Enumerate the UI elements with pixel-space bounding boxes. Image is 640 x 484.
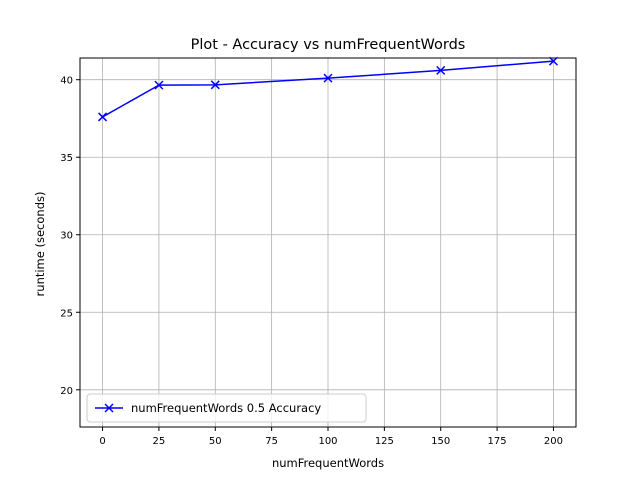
x-tick-label-8: 200 — [544, 436, 563, 447]
data-point-stroke-b — [98, 112, 108, 122]
data-point-0-2 — [210, 80, 220, 90]
y-tick-label-0: 20 — [60, 386, 73, 397]
x-axis-label: numFrequentWords — [272, 456, 384, 470]
data-point-0-0 — [98, 112, 108, 122]
data-point-stroke-b — [154, 80, 164, 90]
data-point-0-1 — [154, 80, 164, 90]
axes: 0 25 50 75 100 125 150 175 200 20 25 30 35 40 — [60, 57, 577, 447]
data-point-stroke-b — [323, 73, 333, 83]
legend-label-series-0: numFrequentWords 0.5 Accuracy — [131, 401, 321, 415]
data-point-stroke-b — [548, 56, 558, 66]
data-point-0-4 — [436, 65, 446, 75]
chart-title: Plot - Accuracy vs numFrequentWords — [191, 37, 466, 53]
y-axis-label: runtime (seconds) — [33, 192, 47, 297]
y-tick-label-1: 25 — [60, 308, 73, 319]
series-line-0 — [102, 60, 554, 118]
y-tick-label-4: 40 — [60, 76, 73, 87]
x-tick-label-7: 175 — [488, 436, 507, 447]
legend-marker-x — [104, 403, 114, 413]
series-layer — [98, 56, 558, 122]
data-point-0-5 — [548, 56, 558, 66]
y-tick-label-2: 30 — [60, 231, 73, 242]
x-tick-label-6: 150 — [431, 436, 450, 447]
legend: numFrequentWords 0.5 Accuracy — [86, 393, 367, 423]
y-tick-label-3: 35 — [60, 153, 73, 164]
x-tick-label-4: 100 — [318, 436, 337, 447]
x-tick-label-2: 50 — [209, 436, 222, 447]
x-tick-label-3: 75 — [265, 436, 278, 447]
x-tick-label-5: 125 — [375, 436, 394, 447]
grid-lines — [80, 58, 576, 427]
data-point-stroke-b — [436, 65, 446, 75]
data-point-stroke-b — [210, 80, 220, 90]
x-tick-label-1: 25 — [153, 436, 166, 447]
x-tick-label-0: 0 — [99, 436, 105, 447]
legend-frame — [86, 393, 367, 423]
data-point-0-3 — [323, 73, 333, 83]
